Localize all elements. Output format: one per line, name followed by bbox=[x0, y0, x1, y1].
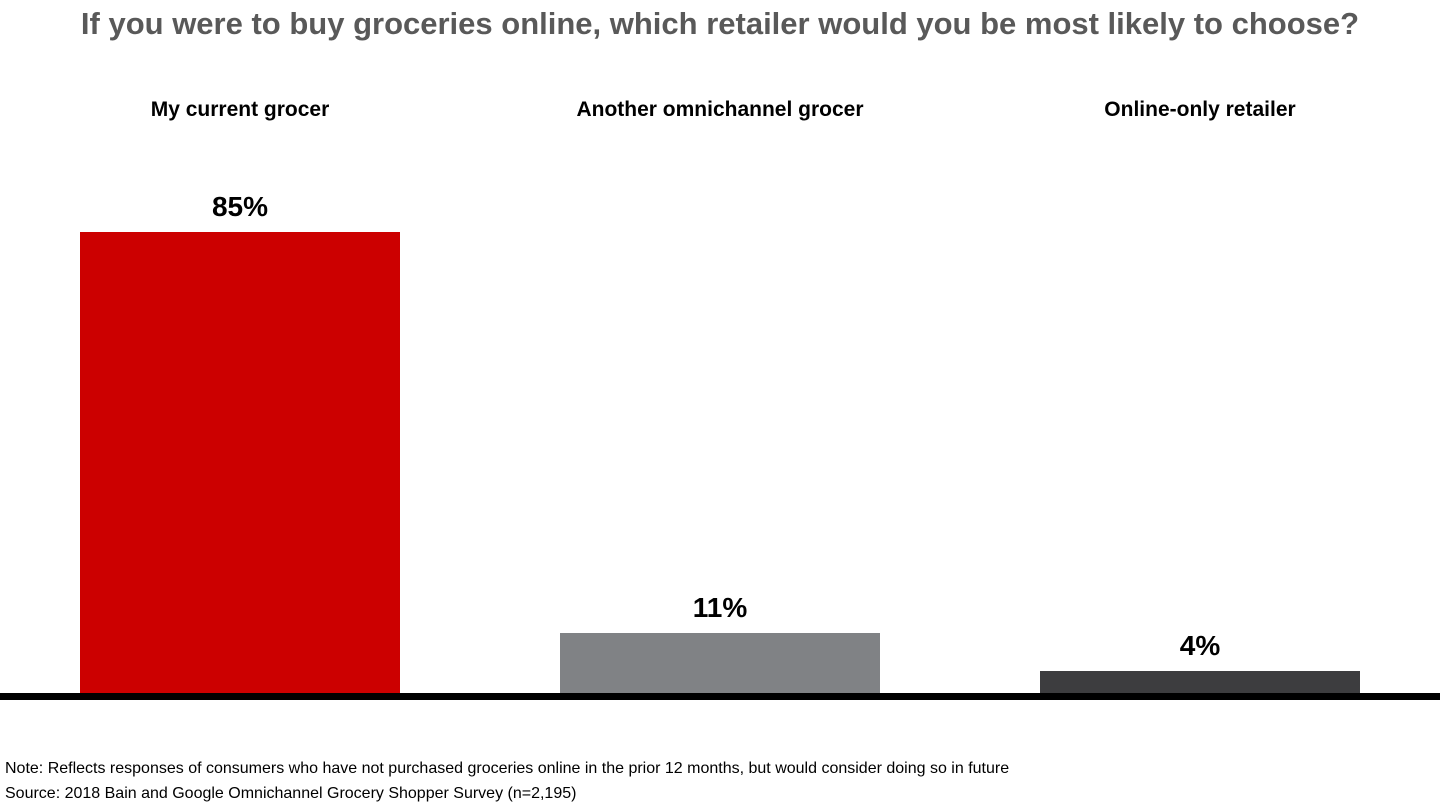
bar-current-grocer bbox=[80, 232, 400, 693]
category-label-online-only: Online-only retailer bbox=[1104, 98, 1296, 121]
bar-value-label: 85% bbox=[211, 191, 269, 222]
category-label-omnichannel-grocer: Another omnichannel grocer bbox=[576, 98, 864, 121]
category-label-row: My current grocer Another omnichannel gr… bbox=[0, 98, 1440, 122]
source-text: Source: 2018 Bain and Google Omnichannel… bbox=[5, 785, 577, 802]
category-label-current-grocer: My current grocer bbox=[150, 98, 330, 121]
bar-omnichannel-grocer bbox=[560, 633, 880, 693]
bar-online-only bbox=[1040, 671, 1360, 693]
bar-value-label: 11% bbox=[692, 592, 748, 623]
footnotes: Note: Reflects responses of consumers wh… bbox=[5, 756, 1009, 806]
note-text: Note: Reflects responses of consumers wh… bbox=[5, 760, 1010, 777]
bar-value-label: 4% bbox=[1179, 630, 1221, 661]
chart-title: If you were to buy groceries online, whi… bbox=[80, 6, 1360, 41]
x-axis-baseline bbox=[0, 693, 1440, 700]
